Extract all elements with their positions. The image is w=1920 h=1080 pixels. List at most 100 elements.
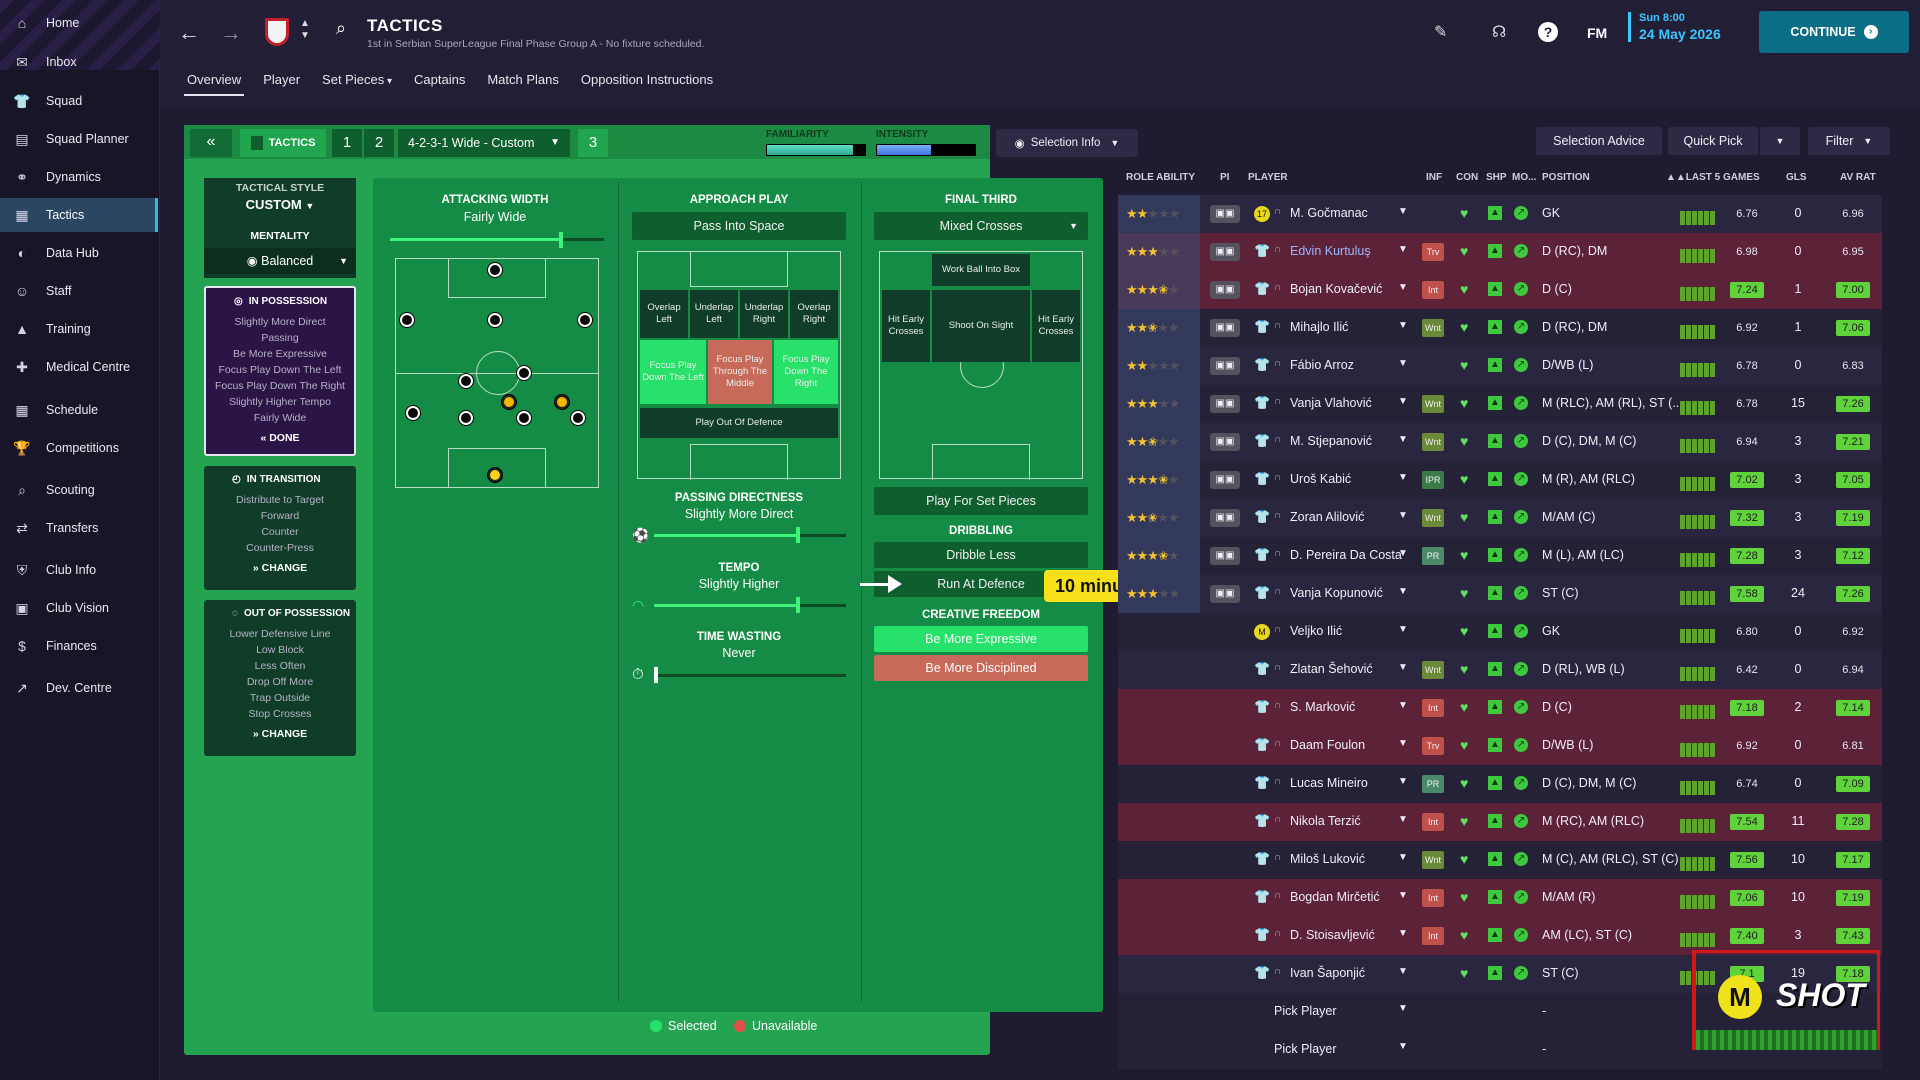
brain-icon[interactable]: ☊ xyxy=(1492,24,1507,41)
intensity-meter[interactable] xyxy=(876,144,976,156)
chevron-down-icon[interactable]: ▼ xyxy=(1398,966,1408,977)
zone-shoot-on-sight[interactable]: Shoot On Sight xyxy=(932,290,1030,362)
chevron-down-icon[interactable]: ▼ xyxy=(1398,1041,1408,1052)
pick-player-slot[interactable]: Pick Player xyxy=(1274,1042,1337,1056)
col-shp[interactable]: SHP xyxy=(1486,172,1507,183)
tab-opposition-instructions[interactable]: Opposition Instructions xyxy=(570,70,724,96)
pi-icon[interactable]: ▣▣ xyxy=(1210,395,1240,413)
zone-work-ball-into-box[interactable]: Work Ball Into Box xyxy=(932,254,1030,286)
col-average-rating[interactable]: AV RAT xyxy=(1840,172,1876,183)
edit-icon[interactable]: ✎ xyxy=(1434,24,1448,41)
back-arrow-icon[interactable]: ← xyxy=(178,20,200,45)
club-crest-icon[interactable] xyxy=(265,18,289,46)
pi-icon[interactable]: ▣▣ xyxy=(1210,585,1240,603)
mentality-dropdown[interactable]: ◉ Balanced ▼ xyxy=(204,248,356,274)
player-marker[interactable] xyxy=(578,313,592,327)
sidebar-item-staff[interactable]: ☺ Staff xyxy=(0,274,158,308)
pi-icon[interactable]: ▣▣ xyxy=(1210,319,1240,337)
out-of-possession-card[interactable]: ◌ OUT OF POSSESSION Lower Defensive Line L… xyxy=(204,600,356,756)
player-name[interactable]: Ivan Šaponjić xyxy=(1290,966,1366,980)
continue-button[interactable]: CONTINUE › xyxy=(1759,11,1909,53)
player-marker[interactable] xyxy=(488,313,502,327)
approach-play-dropdown[interactable]: Pass Into Space xyxy=(632,212,846,240)
player-name[interactable]: Vanja Vlahović xyxy=(1290,396,1372,410)
in-transition-card[interactable]: ◴ IN TRANSITION Distribute to Target Forwa… xyxy=(204,466,356,590)
zone-focus-left[interactable]: Focus Play Down The Left xyxy=(640,340,706,404)
final-third-dropdown[interactable]: Mixed Crosses ▼ xyxy=(874,212,1088,240)
player-marker[interactable] xyxy=(571,411,585,425)
player-name[interactable]: D. Stoisavljević xyxy=(1290,928,1375,942)
transition-change-button[interactable]: » CHANGE xyxy=(252,562,308,574)
formation-pitch[interactable] xyxy=(395,258,599,488)
player-name[interactable]: Mihajlo Ilić xyxy=(1290,320,1349,334)
col-goals[interactable]: GLS xyxy=(1786,172,1807,183)
filter-button[interactable]: Filter ▼ xyxy=(1808,127,1890,155)
pi-icon[interactable]: ▣▣ xyxy=(1210,547,1240,565)
passing-directness-handle[interactable] xyxy=(796,527,800,543)
zone-overlap-right[interactable]: Overlap Right xyxy=(790,290,838,338)
player-marker[interactable] xyxy=(517,366,531,380)
chevron-down-icon[interactable]: ▼ xyxy=(1398,244,1408,255)
fm-logo[interactable]: FM xyxy=(1587,25,1608,41)
sidebar-item-squad[interactable]: 👕 Squad xyxy=(0,84,158,118)
formation-dropdown[interactable]: 4-2-3-1 Wide - Custom ▼ xyxy=(398,129,570,157)
player-marker[interactable] xyxy=(488,263,502,277)
tab-set-pieces[interactable]: Set Pieces ▾ xyxy=(311,70,403,96)
zone-focus-middle[interactable]: Focus Play Through The Middle xyxy=(708,340,772,404)
zone-underlap-right[interactable]: Underlap Right xyxy=(740,290,788,338)
player-name[interactable]: Uroš Kabić xyxy=(1290,472,1352,486)
sidebar-item-club-info[interactable]: ⛨ Club Info xyxy=(0,553,158,587)
familiarity-meter[interactable] xyxy=(766,144,866,156)
done-button[interactable]: « DONE xyxy=(260,432,300,444)
sidebar-item-competitions[interactable]: 🏆 Competitions xyxy=(0,431,158,465)
sidebar-item-finances[interactable]: $ Finances xyxy=(0,629,158,663)
final-third-pitch[interactable] xyxy=(879,251,1083,480)
sidebar-item-home[interactable]: ⌂ Home xyxy=(0,6,158,40)
forward-arrow-icon[interactable]: → xyxy=(220,20,242,45)
chevron-down-icon[interactable]: ▼ xyxy=(1398,700,1408,711)
tab-overview[interactable]: Overview xyxy=(176,70,252,96)
player-name[interactable]: Bojan Kovačević xyxy=(1290,282,1383,296)
col-last-5-games[interactable]: ▲▲LAST 5 GAMES xyxy=(1666,172,1760,183)
player-marker[interactable] xyxy=(459,374,473,388)
collapse-icon[interactable]: « xyxy=(190,129,232,157)
pick-player-slot[interactable]: Pick Player xyxy=(1274,1004,1337,1018)
pi-icon[interactable]: ▣▣ xyxy=(1210,205,1240,223)
player-marker[interactable] xyxy=(406,406,420,420)
chevron-down-icon[interactable]: ▼ xyxy=(1398,928,1408,939)
sidebar-item-schedule[interactable]: ▦ Schedule xyxy=(0,393,158,427)
chevron-down-icon[interactable]: ▼ xyxy=(1398,890,1408,901)
chevron-down-icon[interactable]: ▼ xyxy=(1398,282,1408,293)
zone-underlap-left[interactable]: Underlap Left xyxy=(690,290,738,338)
sidebar-item-tactics[interactable]: ▦ Tactics xyxy=(0,198,158,232)
player-name[interactable]: Lucas Mineiro xyxy=(1290,776,1368,790)
player-name[interactable]: Nikola Terzić xyxy=(1290,814,1361,828)
sidebar-item-inbox[interactable]: ✉ Inbox xyxy=(0,45,158,79)
zone-overlap-left[interactable]: Overlap Left xyxy=(640,290,688,338)
sidebar-item-training[interactable]: ▲ Training xyxy=(0,312,158,346)
col-player[interactable]: PLAYER xyxy=(1248,172,1288,183)
tab-player[interactable]: Player xyxy=(252,70,311,96)
chevron-down-icon[interactable]: ▼ xyxy=(1398,320,1408,331)
chevron-down-icon[interactable]: ▼ xyxy=(1398,738,1408,749)
dribble-less-button[interactable]: Dribble Less xyxy=(874,542,1088,568)
col-role-ability[interactable]: ROLE ABILITY xyxy=(1126,172,1196,183)
help-icon[interactable]: ? xyxy=(1538,22,1558,42)
chevron-down-icon[interactable]: ▼ xyxy=(1398,662,1408,673)
chevron-down-icon[interactable]: ▼ xyxy=(1398,472,1408,483)
pi-icon[interactable]: ▣▣ xyxy=(1210,357,1240,375)
chevron-down-icon[interactable]: ▼ xyxy=(1398,434,1408,445)
oop-change-button[interactable]: » CHANGE xyxy=(252,728,308,740)
time-wasting-handle[interactable] xyxy=(654,667,658,683)
player-name[interactable]: Bogdan Mirčetić xyxy=(1290,890,1380,904)
player-name[interactable]: Daam Foulon xyxy=(1290,738,1366,752)
tab-match-plans[interactable]: Match Plans xyxy=(476,70,570,96)
col-con[interactable]: CON xyxy=(1456,172,1479,183)
player-name[interactable]: Miloš Luković xyxy=(1290,852,1366,866)
attacking-width-handle[interactable] xyxy=(559,232,564,248)
sidebar-item-club-vision[interactable]: ▣ Club Vision xyxy=(0,591,158,625)
be-more-expressive-button[interactable]: Be More Expressive xyxy=(874,626,1088,652)
player-name[interactable]: M. Gočmanac xyxy=(1290,206,1368,220)
chevron-down-icon[interactable]: ▼ xyxy=(1398,776,1408,787)
sidebar-item-dynamics[interactable]: ⚭ Dynamics xyxy=(0,160,158,194)
